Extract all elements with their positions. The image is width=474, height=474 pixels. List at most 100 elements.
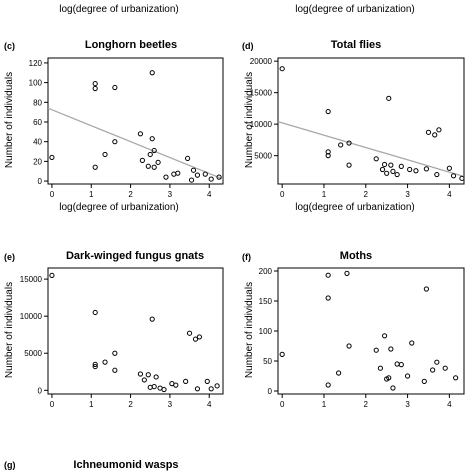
data-point [434, 359, 440, 365]
y-tick-label: 80 [33, 98, 42, 107]
data-point [92, 363, 98, 370]
x-tick-label: 0 [50, 190, 55, 199]
plot-frame [47, 57, 224, 185]
data-point [459, 175, 465, 181]
data-point [325, 382, 331, 388]
data-point [49, 154, 55, 161]
data-point [102, 151, 108, 158]
data-point [102, 359, 108, 365]
y-tick-label: 15000 [20, 275, 43, 284]
data-point [112, 350, 118, 356]
data-point [112, 84, 118, 91]
data-point [344, 270, 350, 276]
data-point [346, 140, 352, 146]
data-point [92, 309, 98, 316]
data-point [192, 336, 199, 342]
data-point [388, 346, 394, 352]
data-point [388, 162, 394, 168]
y-tick-label: 5000 [24, 349, 42, 358]
data-point [453, 375, 459, 381]
x-tick-label: 0 [280, 190, 285, 199]
x-axis-label: log(degree of urbanization) [59, 202, 179, 213]
x-tick-label: 1 [89, 190, 94, 199]
data-point [137, 131, 144, 137]
data-point [338, 142, 344, 148]
plot-frame [47, 267, 224, 395]
data-point [163, 174, 169, 180]
data-point [173, 382, 179, 388]
data-point [384, 170, 390, 176]
data-point [381, 333, 388, 339]
panel-title: Total flies [331, 39, 382, 51]
data-point [216, 174, 222, 180]
header-xlabel-left: log(degree of urbanization) [59, 4, 179, 15]
x-tick-label: 1 [322, 190, 327, 199]
y-tick-label: 120 [29, 59, 43, 68]
x-tick-label: 3 [168, 190, 173, 199]
data-point [151, 147, 157, 154]
panel-letter: (c) [4, 41, 15, 51]
data-point [151, 383, 157, 390]
y-axis-label: Number of individuals [4, 282, 15, 378]
y-tick-label: 0 [38, 177, 43, 186]
data-point [394, 171, 400, 178]
data-point [92, 80, 98, 87]
data-point [92, 85, 98, 92]
data-point [194, 386, 201, 392]
data-point [413, 168, 419, 174]
data-point [336, 370, 342, 376]
y-tick-label: 10000 [20, 312, 43, 321]
x-tick-label: 2 [364, 190, 369, 199]
data-point [188, 177, 195, 183]
data-point [373, 156, 379, 162]
data-point [147, 151, 153, 158]
data-point [49, 272, 55, 279]
data-point [175, 170, 181, 176]
data-point [423, 286, 429, 292]
y-axis-label: Number of individuals [244, 282, 255, 378]
data-point [139, 157, 145, 163]
panel-letter: (e) [4, 252, 15, 262]
y-tick-label: 0 [38, 386, 43, 395]
data-point [145, 163, 151, 169]
data-point [112, 139, 118, 145]
panel-longhorn-beetles: (c) Longhorn beetles Number of individua… [4, 39, 224, 213]
data-point [346, 162, 352, 168]
y-tick-label: 60 [33, 118, 42, 127]
panel-letter: (d) [242, 41, 254, 51]
trend-line [277, 121, 465, 178]
panel-total-flies: (d) Total flies Number of individuals lo… [242, 39, 465, 213]
data-point [386, 375, 392, 381]
data-point [325, 108, 331, 115]
y-tick-label: 10000 [250, 120, 273, 129]
data-point [204, 378, 210, 384]
data-point [145, 372, 151, 378]
x-tick-label: 0 [50, 400, 55, 409]
data-point [279, 66, 285, 72]
data-point [325, 295, 331, 301]
x-tick-label: 4 [447, 190, 452, 199]
y-tick-label: 5000 [254, 152, 272, 161]
panel-title: Dark-winged fungus gnats [66, 250, 204, 262]
data-point [379, 166, 386, 173]
data-point [390, 385, 396, 391]
footer-panel-title: Ichneumonid wasps [73, 459, 178, 471]
x-tick-label: 2 [128, 190, 133, 199]
x-tick-label: 4 [207, 190, 212, 199]
panel-title: Longhorn beetles [85, 39, 177, 51]
data-point [153, 374, 159, 380]
y-tick-label: 40 [33, 138, 42, 147]
x-tick-label: 1 [89, 400, 94, 409]
data-point [346, 343, 352, 349]
data-point [436, 127, 442, 133]
data-point [214, 383, 220, 389]
data-point [442, 365, 448, 371]
data-point [434, 171, 440, 178]
data-point [430, 367, 436, 373]
data-point [409, 340, 415, 346]
x-tick-label: 3 [405, 190, 410, 199]
y-tick-label: 15000 [250, 89, 273, 98]
data-point [450, 173, 457, 179]
plot-frame [277, 57, 465, 185]
